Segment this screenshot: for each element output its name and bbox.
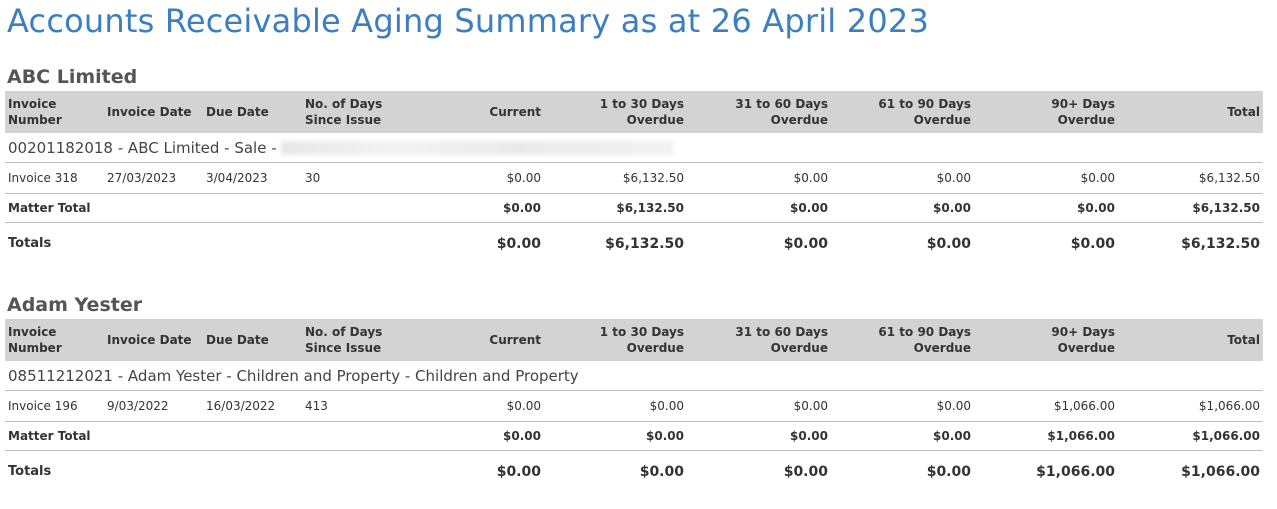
- col-days-since-issue: No. of Days Since Issue: [302, 91, 442, 133]
- overdue-90-plus: $1,066.00: [974, 421, 1118, 451]
- matter-row: 00201182018 - ABC Limited - Sale -: [5, 133, 1263, 163]
- col-due-date: Due Date: [203, 319, 302, 361]
- overdue-1-30: $6,132.50: [605, 235, 684, 252]
- grand-total-amount: $6,132.50: [1181, 235, 1260, 252]
- table-header-row: Invoice Number Invoice Date Due Date No. …: [5, 319, 1263, 361]
- totals-label: Totals: [8, 236, 52, 251]
- col-61-90-overdue: 61 to 90 Days Overdue: [831, 91, 974, 133]
- col-current: Current: [442, 319, 544, 361]
- due-date: 16/03/2022: [203, 390, 302, 422]
- col-31-60-overdue: 31 to 60 Days Overdue: [687, 91, 831, 133]
- invoice-row: Invoice 196 9/03/2022 16/03/2022 413 $0.…: [5, 390, 1263, 422]
- grand-total-amount: $1,066.00: [1181, 463, 1260, 480]
- overdue-90-plus: $0.00: [974, 193, 1118, 223]
- current-amount: $0.00: [496, 463, 541, 480]
- matter-total-label: Matter Total: [5, 193, 442, 223]
- table-header-row: Invoice Number Invoice Date Due Date No. …: [5, 91, 1263, 133]
- col-total: Total: [1118, 91, 1263, 133]
- aging-table: Invoice Number Invoice Date Due Date No. …: [5, 319, 1263, 492]
- overdue-1-30: $6,132.50: [544, 162, 687, 194]
- invoice-total: $6,132.50: [1118, 162, 1263, 194]
- overdue-1-30: $0.00: [544, 390, 687, 422]
- matter-row: 08511212021 - Adam Yester - Children and…: [5, 361, 1263, 391]
- matter-total-row: Matter Total $0.00 $6,132.50 $0.00 $0.00…: [5, 193, 1263, 223]
- overdue-61-90: $0.00: [831, 193, 974, 223]
- invoice-total: $1,066.00: [1118, 390, 1263, 422]
- invoice-number: Invoice 196: [5, 390, 104, 422]
- overdue-31-60: $0.00: [783, 463, 828, 480]
- col-due-date: Due Date: [203, 91, 302, 133]
- invoice-date: 27/03/2023: [104, 162, 203, 194]
- col-90-plus-overdue: 90+ Days Overdue: [974, 91, 1118, 133]
- overdue-61-90: $0.00: [831, 421, 974, 451]
- totals-row: Totals $0.00 $6,132.50 $0.00 $0.00 $0.00…: [5, 223, 1263, 265]
- matter-label: 08511212021 - Adam Yester - Children and…: [8, 366, 579, 385]
- days-since-issue: 30: [302, 162, 442, 194]
- overdue-1-30: $0.00: [639, 463, 684, 480]
- invoice-row: Invoice 318 27/03/2023 3/04/2023 30 $0.0…: [5, 162, 1263, 194]
- overdue-1-30: $0.00: [544, 421, 687, 451]
- col-invoice-date: Invoice Date: [104, 91, 203, 133]
- overdue-90-plus: $0.00: [1070, 235, 1115, 252]
- redacted-text: [280, 141, 673, 155]
- aging-table: Invoice Number Invoice Date Due Date No. …: [5, 91, 1263, 264]
- col-invoice-number: Invoice Number: [5, 319, 104, 361]
- col-total: Total: [1118, 319, 1263, 361]
- current-amount: $0.00: [496, 235, 541, 252]
- col-61-90-overdue: 61 to 90 Days Overdue: [831, 319, 974, 361]
- matter-total-row: Matter Total $0.00 $0.00 $0.00 $0.00 $1,…: [5, 421, 1263, 451]
- col-31-60-overdue: 31 to 60 Days Overdue: [687, 319, 831, 361]
- client-section-abc-limited: ABC Limited Invoice Number Invoice Date D…: [5, 63, 1263, 264]
- matter-total-label: Matter Total: [5, 421, 442, 451]
- client-name: Adam Yester: [7, 294, 143, 316]
- matter-label: 00201182018 - ABC Limited - Sale -: [8, 138, 277, 157]
- overdue-90-plus: $0.00: [974, 162, 1118, 194]
- current-amount: $0.00: [442, 162, 544, 194]
- current-amount: $0.00: [442, 193, 544, 223]
- overdue-31-60: $0.00: [687, 390, 831, 422]
- overdue-61-90: $0.00: [831, 162, 974, 194]
- col-1-30-overdue: 1 to 30 Days Overdue: [544, 91, 687, 133]
- overdue-1-30: $6,132.50: [544, 193, 687, 223]
- totals-row: Totals $0.00 $0.00 $0.00 $0.00 $1,066.00…: [5, 451, 1263, 493]
- overdue-61-90: $0.00: [926, 235, 971, 252]
- overdue-61-90: $0.00: [831, 390, 974, 422]
- overdue-31-60: $0.00: [687, 162, 831, 194]
- overdue-90-plus: $1,066.00: [1036, 463, 1115, 480]
- overdue-31-60: $0.00: [783, 235, 828, 252]
- totals-label: Totals: [8, 464, 52, 479]
- overdue-61-90: $0.00: [926, 463, 971, 480]
- col-90-plus-overdue: 90+ Days Overdue: [974, 319, 1118, 361]
- matter-total-amount: $1,066.00: [1118, 421, 1263, 451]
- current-amount: $0.00: [442, 421, 544, 451]
- overdue-31-60: $0.00: [687, 193, 831, 223]
- col-invoice-number: Invoice Number: [5, 91, 104, 133]
- due-date: 3/04/2023: [203, 162, 302, 194]
- invoice-number: Invoice 318: [5, 162, 104, 194]
- col-1-30-overdue: 1 to 30 Days Overdue: [544, 319, 687, 361]
- col-current: Current: [442, 91, 544, 133]
- report-title: Accounts Receivable Aging Summary as at …: [7, 2, 930, 40]
- current-amount: $0.00: [442, 390, 544, 422]
- client-section-adam-yester: Adam Yester Invoice Number Invoice Date D…: [5, 291, 1263, 492]
- overdue-90-plus: $1,066.00: [974, 390, 1118, 422]
- matter-total-amount: $6,132.50: [1118, 193, 1263, 223]
- col-invoice-date: Invoice Date: [104, 319, 203, 361]
- invoice-date: 9/03/2022: [104, 390, 203, 422]
- days-since-issue: 413: [302, 390, 442, 422]
- client-name: ABC Limited: [7, 66, 138, 88]
- overdue-31-60: $0.00: [687, 421, 831, 451]
- col-days-since-issue: No. of Days Since Issue: [302, 319, 442, 361]
